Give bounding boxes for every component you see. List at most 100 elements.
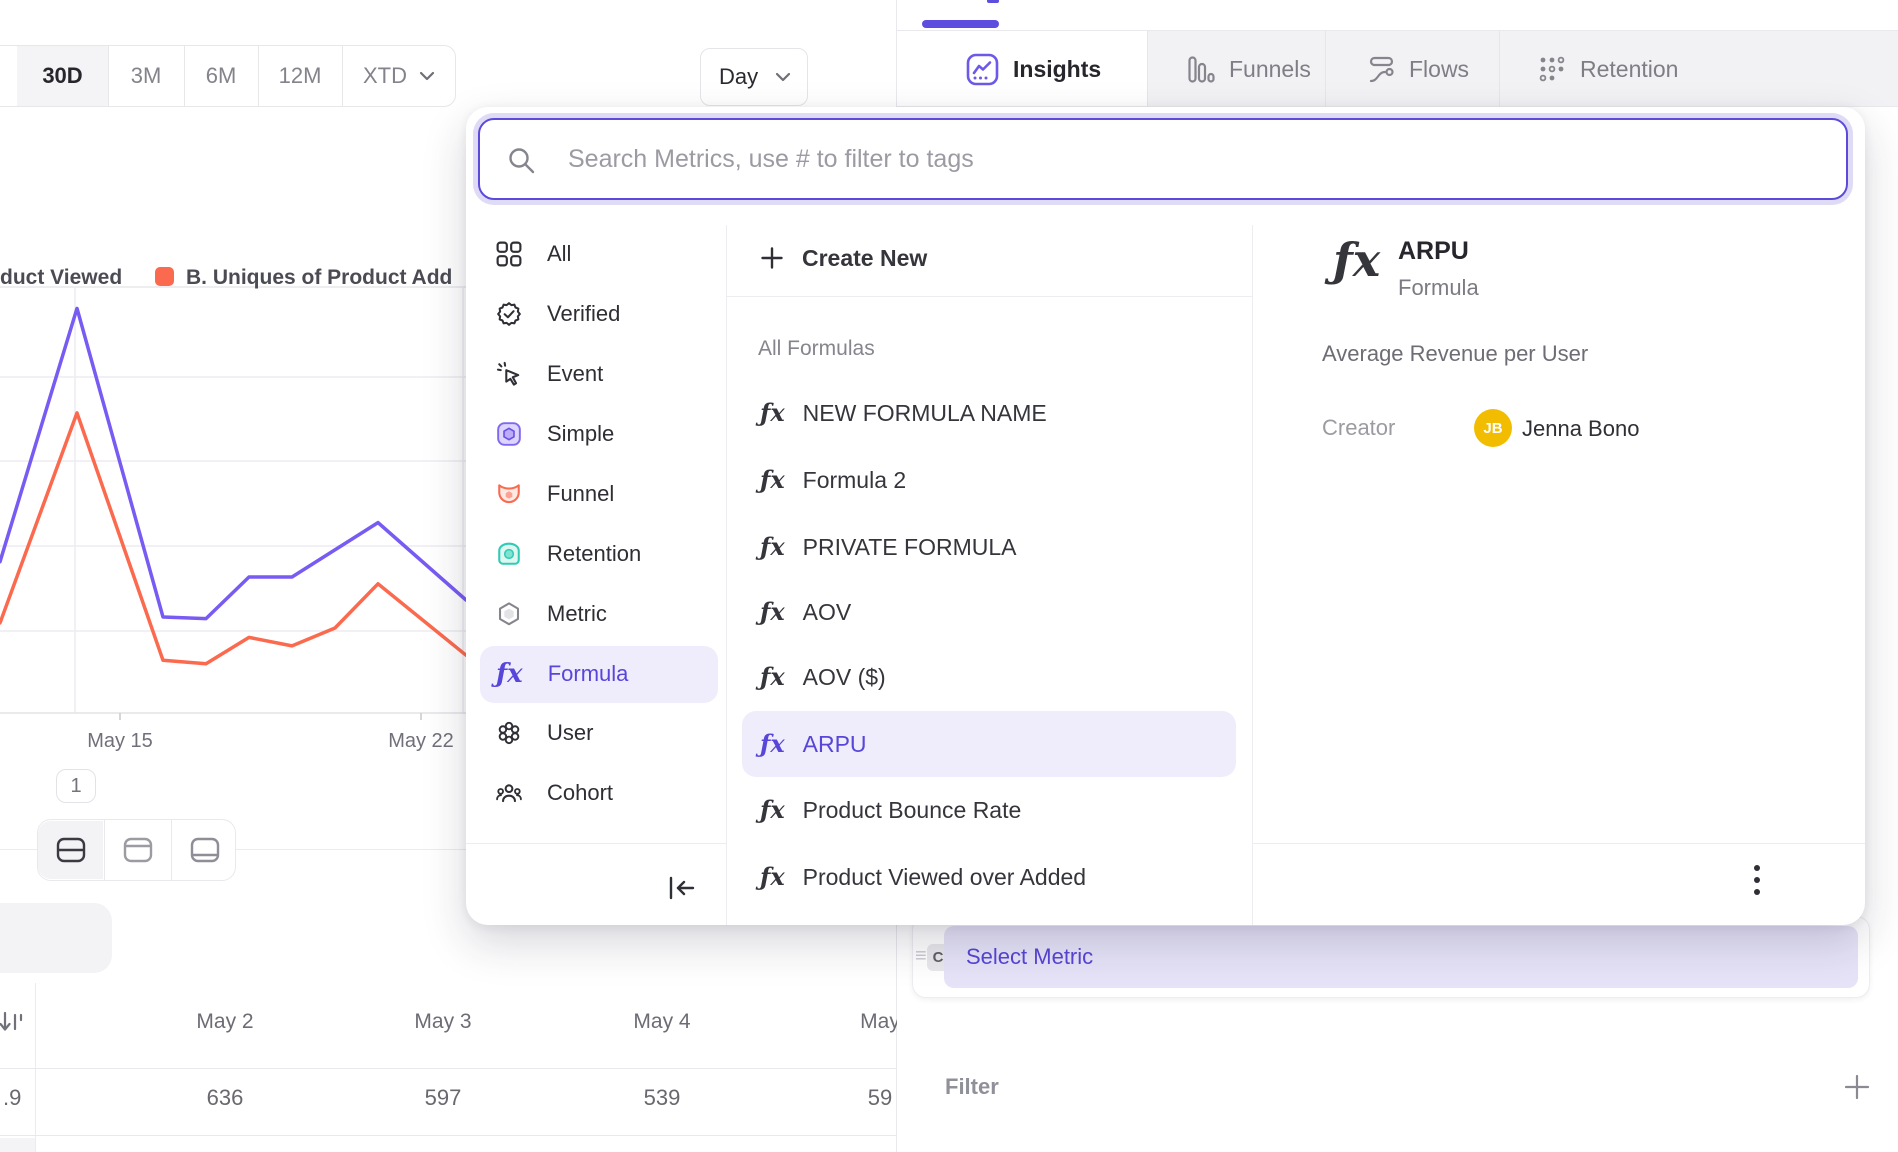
retention-dots-icon (1539, 56, 1565, 81)
layout-split-button[interactable] (38, 821, 103, 879)
category-item-metric[interactable]: Metric (496, 592, 607, 636)
cursor-click-icon (496, 361, 520, 386)
chevron-down-icon (775, 72, 791, 82)
column-header[interactable]: May 3 (414, 1010, 472, 1033)
tabbar-background (1147, 31, 1898, 107)
category-item-cohort[interactable]: Cohort (496, 771, 613, 815)
grid-icon (496, 241, 522, 267)
chart-line (0, 306, 468, 621)
range-12m-button[interactable]: 12M (278, 63, 322, 88)
chevron-down-icon (419, 71, 435, 81)
column-header[interactable]: May (860, 1010, 897, 1033)
select-metric-field[interactable] (944, 926, 1858, 988)
category-item-event[interactable]: Event (496, 352, 603, 396)
add-filter-button[interactable] (1843, 1073, 1871, 1101)
range-6m-button[interactable]: 6M (205, 63, 237, 88)
formula-fx-icon: ƒx (1333, 233, 1381, 287)
formula-fx-icon: ƒx (496, 659, 523, 689)
sort-icon[interactable] (0, 1010, 24, 1036)
formula-item[interactable]: ƒx Product Viewed over Added (760, 855, 1086, 899)
creator-initials: JB (1483, 419, 1503, 437)
range-xtd-label: XTD (363, 63, 407, 88)
column-header[interactable]: May 4 (633, 1010, 691, 1033)
collapse-panel-icon[interactable] (666, 875, 698, 901)
category-label: Metric (547, 601, 607, 626)
formula-item-label: AOV (802, 598, 852, 625)
page-number-button[interactable]: 1 (56, 769, 96, 803)
layout-top-button[interactable] (105, 821, 170, 879)
legend-item-b: B. Uniques of Product Add (186, 266, 453, 289)
formula-item[interactable]: ƒx Product Bounce Rate (760, 788, 1021, 832)
flows-icon (1369, 56, 1394, 82)
metric-row-letter-badge: C (927, 944, 949, 971)
table-row-label-tab[interactable] (0, 903, 112, 973)
range-30d-button[interactable]: 30D (17, 46, 108, 106)
table-cell-partial: .9 (3, 1085, 22, 1110)
tab-retention-label: Retention (1580, 55, 1679, 82)
tab-retention[interactable]: Retention (1539, 31, 1678, 107)
tab-funnels[interactable]: Funnels (1188, 31, 1311, 107)
column-header[interactable]: May 2 (196, 1010, 254, 1033)
formula-item-label: Product Viewed over Added (802, 863, 1087, 890)
retention-icon (498, 542, 520, 565)
formula-item[interactable]: ƒx Formula 2 (760, 458, 906, 502)
metric-search-dropdown: All Verified Event Simple (466, 107, 1865, 925)
formula-item[interactable]: ƒx PRIVATE FORMULA (760, 525, 1016, 569)
table-cell: 539 (643, 1085, 681, 1110)
formula-item[interactable]: ƒx NEW FORMULA NAME (760, 391, 1047, 435)
more-options-button[interactable] (1754, 859, 1760, 901)
formula-item-selected[interactable]: ƒx ARPU (760, 722, 867, 766)
category-label: User (547, 720, 594, 745)
tab-funnels-label: Funnels (1229, 55, 1311, 82)
detail-type: Formula (1398, 275, 1479, 300)
category-item-funnel[interactable]: Funnel (496, 472, 614, 516)
select-metric-label[interactable]: Select Metric (966, 944, 1094, 969)
top-accent-nub (987, 0, 999, 3)
category-item-verified[interactable]: Verified (496, 292, 620, 336)
tab-flows[interactable]: Flows (1368, 31, 1469, 107)
drag-handle-icon[interactable]: ≡ (915, 945, 927, 967)
formula-item[interactable]: ƒx AOV (760, 590, 851, 634)
search-field-wrap (478, 118, 1848, 200)
granularity-dropdown[interactable]: Day (700, 48, 808, 106)
formula-fx-icon: ƒx (760, 398, 785, 427)
category-label: Funnel (547, 481, 615, 506)
category-item-all[interactable]: All (496, 232, 571, 276)
metric-selected-highlight (742, 711, 1236, 777)
layout-split-icon (56, 837, 85, 863)
formula-item-label: NEW FORMULA NAME (802, 399, 1047, 426)
next-row-label-sliver (0, 1138, 35, 1152)
funnel-icon (498, 484, 520, 504)
x-tick-may15: May 15 (87, 730, 153, 752)
insights-chart-icon (966, 53, 999, 85)
table-cell: 636 (206, 1085, 244, 1110)
range-3m-button[interactable]: 3M (130, 63, 162, 88)
formula-item-label: AOV ($) (802, 663, 886, 690)
formula-item[interactable]: ƒx AOV ($) (760, 655, 886, 699)
range-xtd-dropdown[interactable]: XTD (342, 46, 456, 106)
layout-bottom-button[interactable] (172, 821, 237, 879)
detail-title: ARPU (1398, 237, 1469, 265)
category-item-user[interactable]: User (496, 711, 593, 755)
time-range-control: 30D 3M 6M 12M XTD (0, 45, 456, 107)
tab-flows-label: Flows (1409, 55, 1470, 82)
category-item-simple[interactable]: Simple (496, 412, 614, 456)
tab-insights[interactable]: Insights (966, 31, 1101, 107)
chart-line (0, 411, 468, 666)
detail-creator-name: Jenna Bono (1522, 416, 1640, 441)
category-label: Simple (547, 421, 615, 446)
legend-swatch-b (155, 267, 174, 286)
creator-avatar: JB (1474, 409, 1512, 447)
formula-item-label: PRIVATE FORMULA (802, 533, 1017, 560)
metric-hexagon-icon (498, 602, 520, 626)
create-new-button[interactable]: Create New (760, 236, 927, 280)
table-cell: 59 (867, 1085, 893, 1110)
category-item-formula[interactable]: ƒx Formula (496, 652, 628, 696)
cohort-people-icon (496, 784, 522, 803)
search-input[interactable] (480, 120, 1846, 198)
layout-toggle-control (37, 819, 236, 881)
user-cluster-icon (498, 721, 520, 745)
category-label: Formula (547, 661, 629, 686)
category-item-retention[interactable]: Retention (496, 532, 641, 576)
detail-creator-label: Creator (1322, 415, 1396, 440)
